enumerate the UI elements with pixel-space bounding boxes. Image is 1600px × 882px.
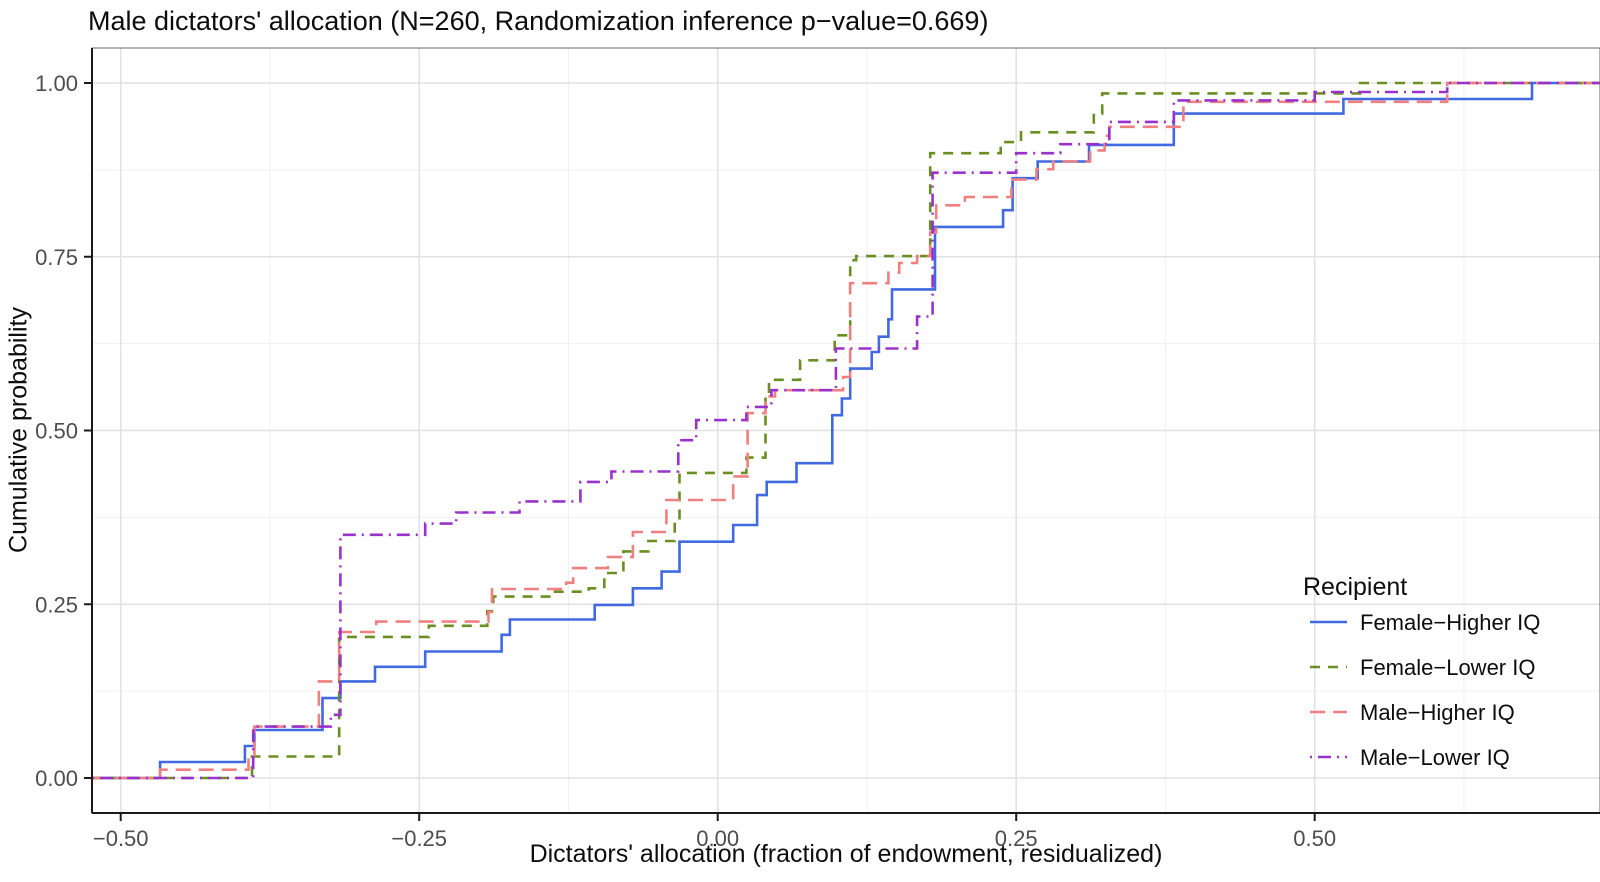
legend-label: Male−Lower IQ [1360, 745, 1510, 770]
legend-item: Female−Higher IQ [1310, 610, 1540, 635]
axis-ticks: 0.00 0.25 0.50 0.75 1.00 −0.50 −0.25 0.00 0.25 0.… [35, 71, 1336, 851]
series-line-male-higher-iq [92, 81, 1600, 780]
series-line-female-higher-iq [92, 81, 1600, 780]
legend: Recipient Female−Higher IQ Female−Lower IQ… [1303, 573, 1540, 770]
series-line-male-lower-iq [92, 81, 1600, 780]
legend-item: Female−Lower IQ [1310, 655, 1535, 680]
x-tick-label: −0.25 [391, 826, 447, 851]
gridlines [92, 48, 1600, 813]
y-tick-label: 0.50 [35, 419, 78, 444]
legend-label: Male−Higher IQ [1360, 700, 1515, 725]
series-lines [92, 81, 1600, 780]
y-axis-title: Cumulative probability [4, 307, 33, 553]
legend-item: Male−Higher IQ [1310, 700, 1515, 725]
x-axis-title: Dictators' allocation (fraction of endow… [529, 840, 1163, 868]
chart-title: Male dictators' allocation (N=260, Rando… [88, 6, 989, 36]
y-tick-label: 1.00 [35, 71, 78, 96]
legend-item: Male−Lower IQ [1310, 745, 1510, 770]
x-tick-label: 0.50 [1293, 826, 1336, 851]
x-tick-label: −0.50 [93, 826, 149, 851]
x-tick-label: 0.25 [995, 826, 1038, 851]
legend-label: Female−Higher IQ [1360, 610, 1540, 635]
x-tick-label: 0.00 [696, 826, 739, 851]
y-tick-label: 0.25 [35, 592, 78, 617]
legend-title: Recipient [1303, 573, 1407, 601]
legend-label: Female−Lower IQ [1360, 655, 1535, 680]
y-tick-label: 0.75 [35, 245, 78, 270]
y-tick-label: 0.00 [35, 766, 78, 791]
